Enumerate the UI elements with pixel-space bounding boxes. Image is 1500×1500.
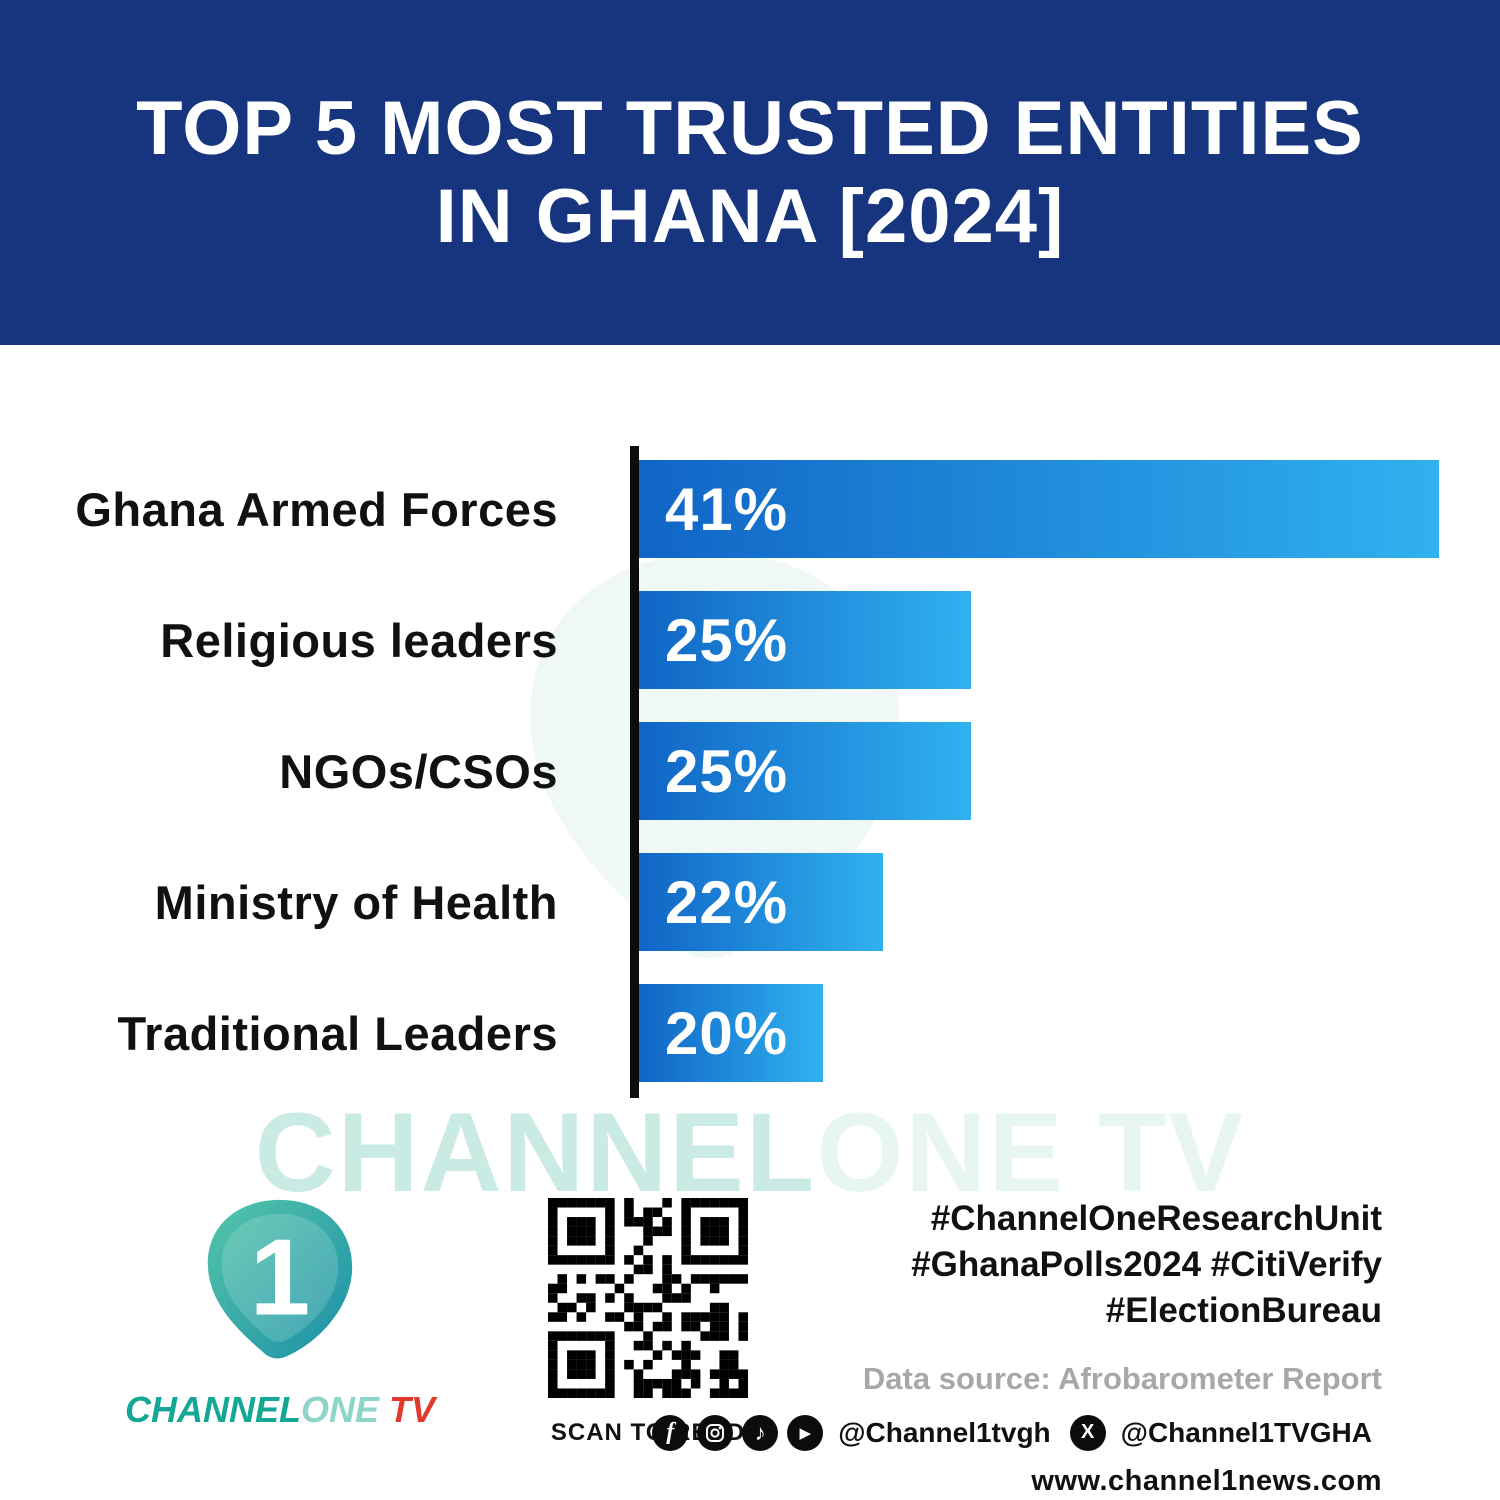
chart-axis-line (630, 446, 639, 1098)
hashtag-line-1: #ChannelOneResearchUnit (930, 1199, 1382, 1238)
wordmark-channel: CHANNEL (124, 1389, 301, 1430)
instagram-icon (697, 1414, 734, 1451)
footer-info: #ChannelOneResearchUnit #GhanaPolls2024 … (652, 1196, 1382, 1498)
channel-one-logo: 1 CHANNELONE TV (120, 1192, 440, 1431)
brand-text-watermark: CHANNELONE TV (0, 1088, 1500, 1217)
chart-rows: Ghana Armed Forces 41% Religious leaders 25… (0, 460, 1500, 1082)
youtube-icon: ▶ (787, 1414, 824, 1451)
bar-chart: Ghana Armed Forces 41% Religious leaders 25… (0, 446, 1500, 1115)
bar-label: Traditional Leaders (117, 1006, 558, 1060)
hashtag-line-2: #GhanaPolls2024 #CitiVerify (911, 1245, 1382, 1285)
social-row: f ♪ ▶ @Channel1tvgh X @Channel1TVGHA (652, 1414, 1382, 1451)
header-banner: TOP 5 MOST TRUSTED ENTITIES IN GHANA [20… (0, 0, 1500, 345)
bar: 22% (639, 853, 883, 951)
website-url: www.channel1news.com (1031, 1464, 1382, 1497)
bar-value: 25% (665, 606, 789, 674)
bar-label: NGOs/CSOs (279, 744, 558, 798)
bar: 41% (639, 460, 1439, 558)
bar: 25% (639, 591, 971, 689)
x-icon: X (1069, 1414, 1106, 1451)
bar-label: Ministry of Health (154, 875, 558, 929)
facebook-icon: f (652, 1414, 689, 1451)
qr-code (548, 1198, 748, 1403)
wordmark-tv: TV (389, 1389, 436, 1430)
title-line-1: TOP 5 MOST TRUSTED ENTITIES (136, 86, 1364, 172)
qr-block: SCAN TO READ (548, 1198, 748, 1447)
chart-row: Ministry of Health 22% (0, 853, 1500, 951)
logo-pick-icon: 1 (207, 1199, 353, 1359)
data-source: Data source: Afrobarometer Report (862, 1360, 1382, 1396)
watermark-channel: CHANNEL (254, 1090, 817, 1215)
chart-row: Traditional Leaders 20% (0, 984, 1500, 1082)
chart-row: Ghana Armed Forces 41% (0, 460, 1500, 558)
hashtags: #ChannelOneResearchUnit #GhanaPolls2024 … (782, 1196, 1382, 1335)
bar-value: 22% (665, 868, 789, 936)
bar-label: Religious leaders (160, 613, 558, 667)
watermark-one-tv: ONE TV (816, 1090, 1246, 1215)
title-line-2: IN GHANA [2024] (435, 173, 1065, 259)
bar-value: 20% (665, 999, 789, 1067)
chart-row: Religious leaders 25% (0, 591, 1500, 689)
bar-value: 41% (665, 475, 789, 543)
hashtag-line-3: #ElectionBureau (1105, 1291, 1382, 1331)
page-title: TOP 5 MOST TRUSTED ENTITIES IN GHANA [20… (136, 85, 1364, 260)
logo-numeral: 1 (250, 1218, 311, 1339)
tiktok-icon: ♪ (742, 1414, 779, 1451)
bar: 20% (639, 984, 823, 1082)
social-handle-x: @Channel1TVGHA (1120, 1416, 1372, 1448)
chart-row: NGOs/CSOs 25% (0, 722, 1500, 820)
bar-value: 25% (665, 737, 789, 805)
bar-label: Ghana Armed Forces (75, 482, 558, 536)
wordmark-one: ONE (300, 1389, 379, 1430)
bar: 25% (639, 722, 971, 820)
logo-wordmark: CHANNELONE TV (120, 1389, 440, 1431)
social-handle-primary: @Channel1tvgh (838, 1416, 1051, 1448)
